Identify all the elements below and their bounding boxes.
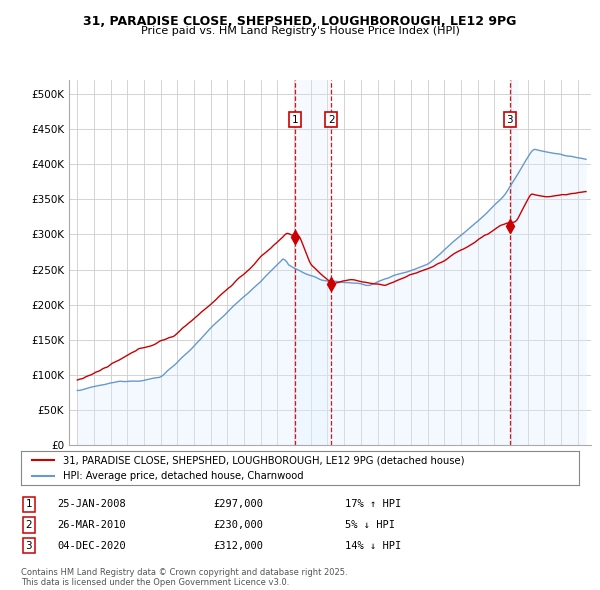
Text: 25-JAN-2008: 25-JAN-2008 bbox=[57, 500, 126, 509]
Text: 1: 1 bbox=[25, 500, 32, 509]
Text: 3: 3 bbox=[25, 541, 32, 550]
Bar bbox=[295, 80, 331, 445]
Bar bbox=[509, 80, 519, 445]
Text: Price paid vs. HM Land Registry's House Price Index (HPI): Price paid vs. HM Land Registry's House … bbox=[140, 26, 460, 36]
Text: 2: 2 bbox=[25, 520, 32, 530]
Text: Contains HM Land Registry data © Crown copyright and database right 2025.
This d: Contains HM Land Registry data © Crown c… bbox=[21, 568, 347, 587]
Text: 31, PARADISE CLOSE, SHEPSHED, LOUGHBOROUGH, LE12 9PG: 31, PARADISE CLOSE, SHEPSHED, LOUGHBOROU… bbox=[83, 15, 517, 28]
Text: 1: 1 bbox=[292, 114, 299, 124]
Text: £230,000: £230,000 bbox=[213, 520, 263, 530]
Text: £312,000: £312,000 bbox=[213, 541, 263, 550]
Text: 2: 2 bbox=[328, 114, 335, 124]
Text: 5% ↓ HPI: 5% ↓ HPI bbox=[345, 520, 395, 530]
Text: 14% ↓ HPI: 14% ↓ HPI bbox=[345, 541, 401, 550]
Text: 17% ↑ HPI: 17% ↑ HPI bbox=[345, 500, 401, 509]
Text: 3: 3 bbox=[506, 114, 513, 124]
Text: 04-DEC-2020: 04-DEC-2020 bbox=[57, 541, 126, 550]
Text: HPI: Average price, detached house, Charnwood: HPI: Average price, detached house, Char… bbox=[63, 471, 304, 481]
Text: 31, PARADISE CLOSE, SHEPSHED, LOUGHBOROUGH, LE12 9PG (detached house): 31, PARADISE CLOSE, SHEPSHED, LOUGHBOROU… bbox=[63, 455, 464, 466]
Text: £297,000: £297,000 bbox=[213, 500, 263, 509]
Text: 26-MAR-2010: 26-MAR-2010 bbox=[57, 520, 126, 530]
